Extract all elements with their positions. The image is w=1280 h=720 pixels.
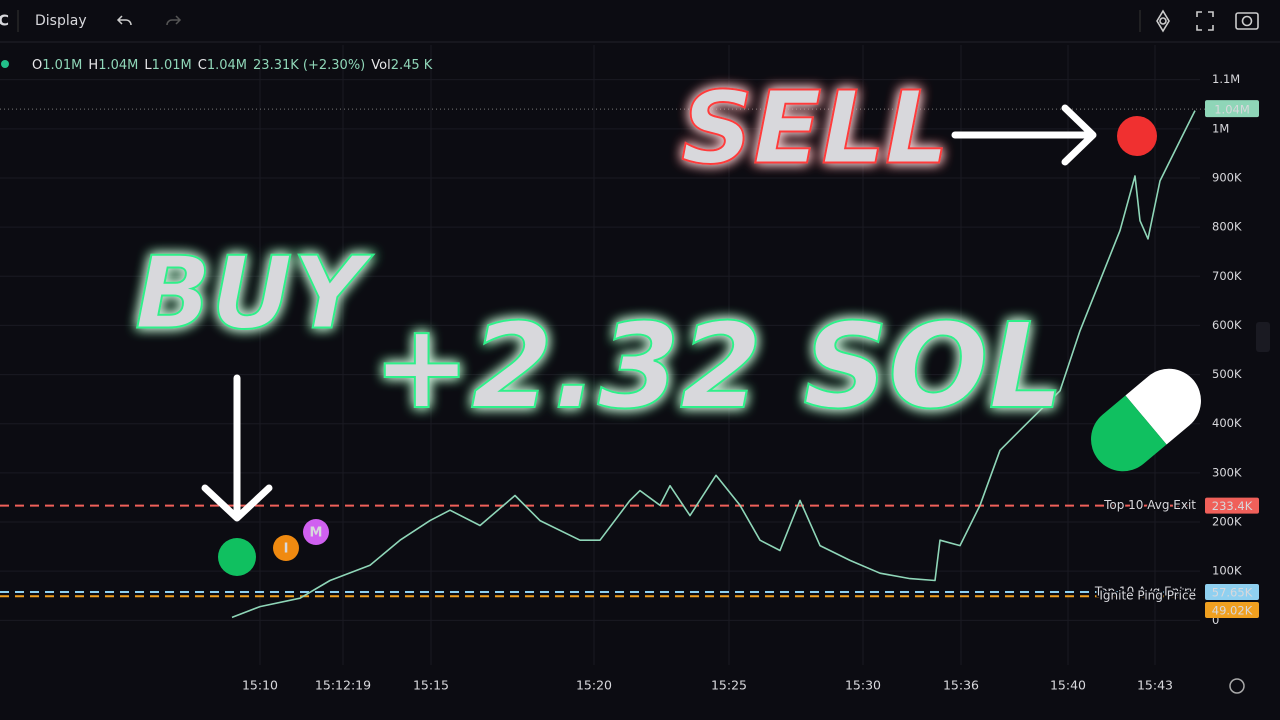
ohlc-text: H: [88, 58, 98, 73]
pill-green: [1091, 395, 1167, 472]
y-tick-label: 300K: [1212, 465, 1242, 479]
x-tick-label: 15:15: [413, 678, 449, 693]
y-tick-label: 800K: [1212, 220, 1242, 234]
collapse-tab[interactable]: [1256, 322, 1270, 352]
x-tick-label: 15:43: [1137, 678, 1173, 693]
ohlc-text: 1.01M: [42, 58, 82, 73]
buy-text: BUY: [135, 234, 373, 351]
marker-m: [303, 519, 329, 545]
y-tick-label: 1.1M: [1212, 72, 1240, 86]
settings-icon[interactable]: [1156, 9, 1170, 33]
reference-line-name: Top 10 Avg Exit: [1103, 498, 1196, 512]
ohlc-text: 1.04M: [207, 58, 247, 73]
marker-m-label: M: [310, 526, 323, 541]
profit-text: +2.32 SOL: [372, 297, 1064, 435]
display-button[interactable]: Display: [35, 13, 87, 29]
redo-icon[interactable]: [166, 15, 182, 26]
buy-dot: [218, 538, 256, 576]
marker-i-label: I: [284, 542, 289, 557]
y-tick-label: 400K: [1212, 416, 1242, 430]
price-tag: [1205, 602, 1259, 619]
y-tick-label: 200K: [1212, 515, 1242, 529]
x-tick-label: 15:40: [1050, 678, 1086, 693]
fullscreen-icon[interactable]: [1196, 11, 1214, 31]
price-tag: [1205, 584, 1259, 601]
axis-settings-icon[interactable]: [1229, 678, 1245, 694]
price-tag-label: 233.4K: [1212, 499, 1253, 513]
ohlc-text: 1.01M: [152, 58, 192, 73]
y-tick-label: 100K: [1212, 564, 1242, 578]
grid: [0, 45, 1200, 665]
plot: [0, 108, 1205, 619]
undo-icon[interactable]: [116, 15, 132, 26]
y-tick-label: 900K: [1212, 170, 1242, 184]
sell-text: SELL: [681, 69, 949, 186]
settings-icon-center: [1159, 17, 1167, 25]
price-tag: [1205, 100, 1259, 118]
ohlc-text: Vol: [371, 58, 390, 73]
ohlc-text: 23.31K (+2.30%): [253, 58, 365, 73]
x-tick-label: 15:10: [242, 678, 278, 693]
price-tag-label: 57.65K: [1212, 586, 1253, 600]
price-tag-label: 49.02K: [1212, 604, 1253, 618]
reference-line-name: Ignite Ping Price: [1099, 589, 1196, 603]
x-tick-label: 15:25: [711, 678, 747, 693]
reference-line-name: Top 10 Avg Entry: [1094, 585, 1196, 599]
sell-dot: [1117, 116, 1157, 156]
camera-icon[interactable]: [1235, 12, 1259, 30]
sell-arrow: [951, 104, 1097, 166]
y-tick-label: 500K: [1212, 367, 1242, 381]
y-tick-label: 0: [1212, 613, 1219, 627]
ohlc-text: O: [32, 58, 42, 73]
ohlc-text: 1.04M: [98, 58, 138, 73]
x-tick-label: 15:30: [845, 678, 881, 693]
price-tag: [1205, 497, 1259, 514]
ohlc-text: 2.45 K: [391, 58, 433, 73]
x-tick-label: 15:20: [576, 678, 612, 693]
pill-icon: [1091, 368, 1201, 472]
x-tick-label: 15:36: [943, 678, 979, 693]
y-tick-label: 1M: [1212, 121, 1229, 135]
status-dot: [1, 60, 9, 68]
marker-i: [273, 535, 299, 561]
x-tick-label: 15:12:19: [315, 678, 371, 693]
y-tick-label: 700K: [1212, 269, 1242, 283]
ohlc-text: C: [198, 58, 207, 73]
price-tag-label: 1.04M: [1214, 103, 1250, 117]
symbol[interactable]: C: [0, 12, 9, 30]
ohlc-text: L: [144, 58, 152, 73]
price-line: [231, 110, 1196, 619]
pill-white: [1125, 368, 1201, 445]
buy-arrow: [201, 374, 273, 522]
ohlc-legend: O1.01M H1.04M L1.01M C1.04M 23.31K (+2.30%) V…: [32, 58, 433, 73]
camera-lens: [1241, 15, 1253, 27]
y-tick-label: 600K: [1212, 318, 1242, 332]
